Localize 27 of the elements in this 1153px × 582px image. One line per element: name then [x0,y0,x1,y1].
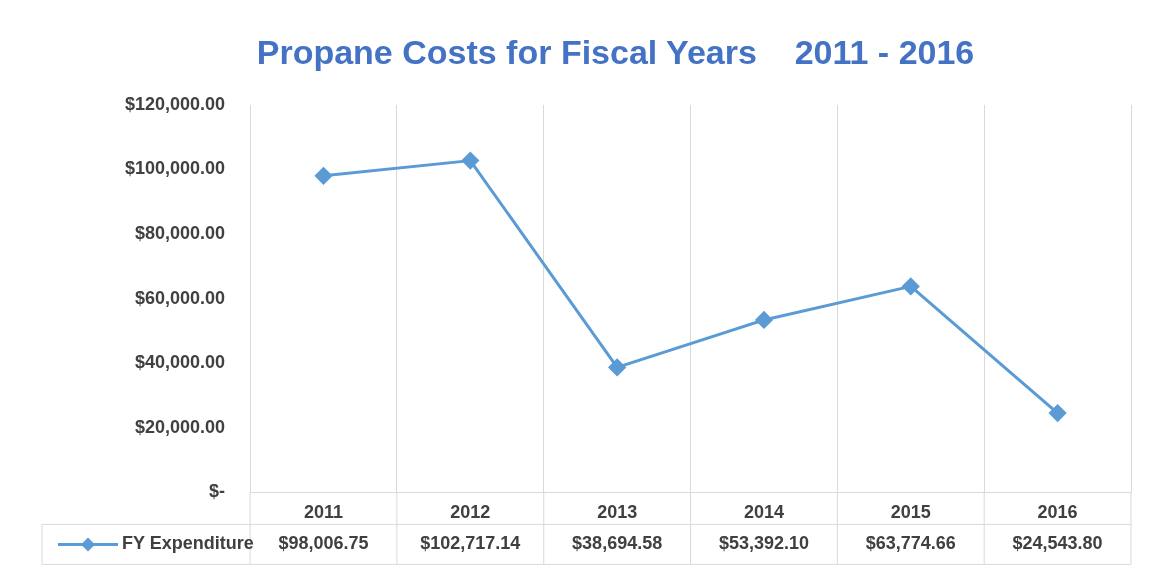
point [1049,404,1067,422]
y-tick-label: $40,000.00 [135,352,226,373]
x-tick-label: 2013 [597,502,638,523]
data-label: $38,694.58 [572,533,663,554]
x-tick-label: 2012 [450,502,491,523]
data-label: $53,392.10 [718,533,809,554]
chart-title: Propane Costs for Fiscal Years 2011 - 2016 [256,32,975,71]
y-tick-label: $100,000.00 [124,158,226,179]
y-tick-label: $60,000.00 [135,287,226,308]
legend-label: FY Expenditure [122,533,254,554]
data-label: $102,717.14 [420,533,521,554]
point [755,311,773,329]
y-tick-label: $120,000.00 [124,93,226,114]
x-tick-label: 2011 [303,502,344,523]
y-tick-label: $- [209,481,226,502]
x-tick-label: 2014 [743,502,784,523]
point [608,358,626,376]
y-tick-label: $20,000.00 [135,416,226,437]
x-tick-label: 2016 [1037,502,1078,523]
point [315,167,333,185]
point [902,277,920,295]
data-label: $98,006.75 [278,533,369,554]
data-label: $63,774.66 [865,533,956,554]
data-label: $24,543.80 [1012,533,1103,554]
x-tick-label: 2015 [890,502,931,523]
point [461,152,479,170]
y-tick-label: $80,000.00 [135,222,226,243]
